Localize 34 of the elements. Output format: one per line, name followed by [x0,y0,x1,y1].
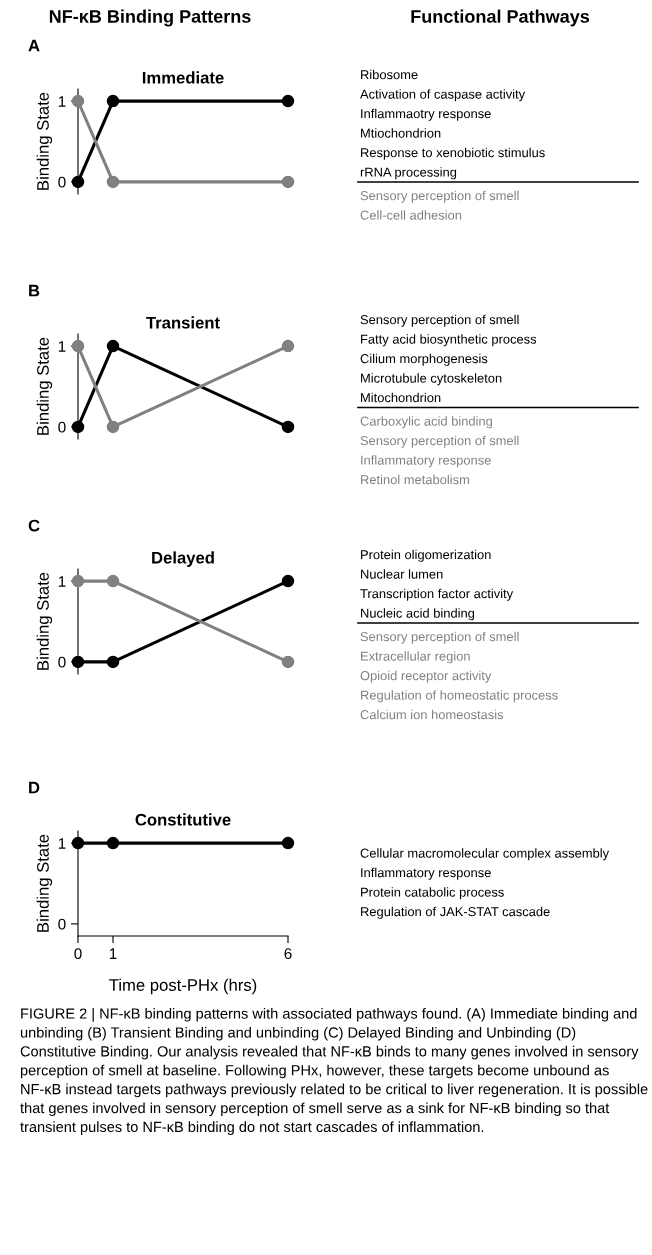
y-tick-label: 0 [58,421,66,433]
caption: FIGURE 2 | NF-κB binding patterns with associated pathways found. (A) Immediate binding and unbinding (B) Transient Binding and unbinding (C) Delayed Binding and Unbinding (D) Constitutive Binding. Our analysis revealed that NF-κB binds to many genes involved in sensory perception of smell at baseline. Following PHx, however, these targets become unbound as NF-κB instead targets pathways previously related to be critical to liver regeneration. It is possible that genes involved in sensory perception of smell serve as a sink for NF-κB binding so that transient pulses to NF-κB binding do not start cascades of inflammation. [20,1008,648,1135]
y-tick-label: 1 [58,576,66,587]
x-tick-label: 1 [109,948,117,959]
y-tick-label: 1 [58,838,66,849]
chart-title: Immediate [142,71,224,84]
text: NF-κB Binding Patterns [49,9,251,27]
y-tick-label: 1 [58,341,66,352]
y-axis-title: Binding State [36,92,53,190]
y-tick-label: 1 [58,96,66,107]
x-tick-label: 0 [74,948,82,960]
text: Sensory perception of smell Extracellular region Opioid receptor activity Regulation of homeostatic process Calcium ion homeostasis [360,631,558,720]
y-axis-title: Binding State [36,337,53,435]
y-axis-title: Binding State [36,572,53,670]
x-axis-title: Time post-PHx (hrs) [109,978,257,995]
y-axis-title: Binding State [36,834,53,932]
text: Sensory perception of smell Cell-cell adhesion [360,190,519,220]
x-tick-label: 6 [284,948,292,960]
chart-subtitle: A [28,39,40,52]
chart-title: Transient [146,316,220,329]
y-tick-label: 0 [58,176,66,188]
text: Carboxylic acid binding Sensory perception of smell Inflammatory response Retinol metabolism [360,416,519,485]
text: Sensory perception of smell Fatty acid biosynthetic process Cilium morphogenesis Microtubule cytoskeleton Mitochondrion [360,314,537,403]
chart-subtitle: D [29,781,40,794]
text: Ribosome Activation of caspase activity Inflammaotry response Mtiochondrion Response to xenobiotic stimulus rRNA processing [360,69,545,180]
chart-title: Delayed [152,551,214,567]
chart-subtitle: B [29,284,40,297]
chart-subtitle: C [28,519,40,532]
text: Protein oligomerization Nuclear lumen Transcription factor activity Nucleic acid binding [360,549,514,621]
text: Cellular macromolecular complex assembly Inflammatory response Protein catabolic process Regulation of JAK-STAT cascade [360,848,610,919]
chart-title: Constitutive [135,813,231,826]
y-tick-label: 0 [58,656,66,668]
text: Functional Pathways [411,9,590,27]
y-tick-label: 0 [58,918,66,930]
